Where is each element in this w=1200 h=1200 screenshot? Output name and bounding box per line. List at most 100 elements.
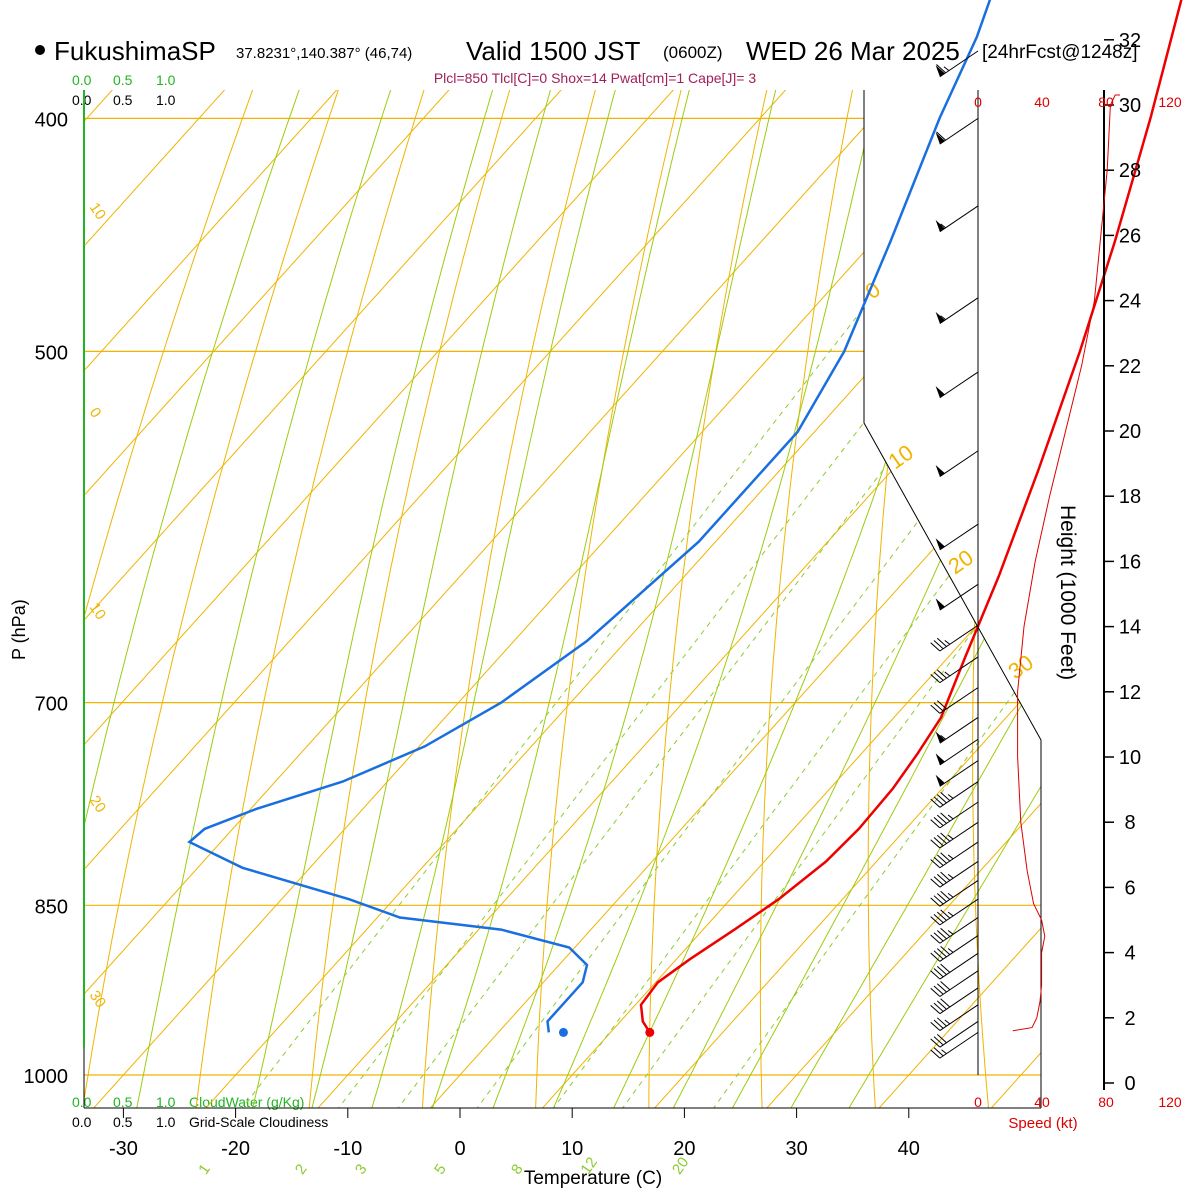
wind-barb-full	[936, 893, 947, 903]
height-tick-label: 28	[1119, 160, 1141, 182]
dry-adiabat-line	[416, 90, 745, 1108]
wind-barb	[930, 687, 979, 714]
wind-barb	[930, 801, 979, 829]
pressure-tick-label: 1000	[24, 1066, 69, 1088]
wind-barb	[935, 523, 979, 551]
dry-adiabat-label: 30	[86, 988, 109, 1011]
wind-barb-full	[930, 897, 941, 907]
isotherm-line	[789, 90, 1041, 1108]
dry-adiabat-line	[533, 90, 820, 1108]
wind-barb-full	[940, 909, 951, 919]
dry-adiabat-label: 10	[86, 200, 109, 223]
wind-barb	[935, 205, 979, 233]
height-tick-label: 26	[1119, 225, 1141, 247]
wind-barb-staff	[939, 738, 979, 766]
wind-barb-full	[933, 932, 944, 942]
wind-barb-full	[930, 859, 941, 869]
cloudwater-tick: 0.0	[72, 1094, 92, 1110]
wind-barb-full	[933, 950, 944, 960]
wind-barb-staff	[939, 861, 979, 888]
wind-barb-full	[930, 839, 941, 849]
height-tick-label: 30	[1119, 95, 1141, 117]
wind-barb-flag	[935, 386, 945, 398]
dry-adiabat-line	[300, 90, 670, 1108]
isotherm-line	[84, 90, 1041, 1108]
mixing-ratio-line	[347, 118, 1041, 1108]
y-axis-label: P (hPa)	[9, 599, 29, 660]
wind-barb	[935, 738, 979, 766]
wind-barb-flag	[935, 598, 945, 611]
height-axis-label: Height (1000 Feet)	[1056, 505, 1079, 680]
isotherm-line	[452, 90, 1041, 1108]
speed-tick-label-bottom: 120	[1158, 1094, 1182, 1110]
wind-barb-full	[940, 945, 951, 955]
wind-barb-full	[930, 916, 941, 926]
wind-barb	[930, 781, 979, 808]
isotherm-line	[116, 90, 1041, 1108]
isotherm-line	[84, 90, 436, 1108]
dry-adiabat-line	[972, 90, 1041, 1108]
wind-barb-flag	[935, 132, 945, 145]
wind-barb	[930, 861, 979, 888]
cloudwater-tick: 1.0	[156, 1094, 176, 1110]
wind-barb-full	[936, 1017, 947, 1027]
wind-barb-full	[930, 1049, 941, 1059]
cloudiness-tick: 0.5	[113, 1114, 133, 1130]
temperature-tick-label: 40	[898, 1138, 920, 1160]
mixing-ratio-label: 1	[195, 1161, 214, 1178]
moist-adiabat-line	[396, 90, 830, 1108]
wind-barb	[935, 583, 979, 611]
wind-barb-full	[933, 895, 944, 905]
wind-barb-full	[936, 965, 947, 975]
wind-barb	[930, 841, 979, 869]
height-tick-label: 22	[1119, 356, 1141, 378]
height-tick-label: 24	[1119, 291, 1141, 313]
wind-barb	[935, 297, 979, 324]
dry-adiabat-line	[759, 90, 970, 1108]
wind-barb-staff	[939, 583, 979, 611]
wind-barb-full	[933, 1047, 944, 1057]
isotherm-line	[228, 90, 1041, 1108]
dry-adiabat-line	[648, 90, 895, 1108]
moist-adiabat-line	[84, 90, 487, 1108]
wind-barb-half	[944, 1019, 951, 1025]
wind-barb-full	[936, 700, 947, 710]
wind-barb-staff	[939, 523, 979, 551]
wind-barb	[935, 371, 979, 399]
height-tick-label: 0	[1124, 1073, 1135, 1095]
wind-barb-full	[930, 673, 941, 683]
wind-barb-full	[930, 987, 941, 997]
wind-barb-full	[930, 878, 941, 888]
isotherm-line	[84, 90, 324, 1108]
wind-barb-full	[936, 131, 947, 141]
wind-barb-half	[947, 930, 954, 935]
wind-barb-half	[947, 794, 954, 799]
wind-barb	[930, 935, 979, 962]
isotherm-line	[84, 90, 1041, 1108]
dry-adiabat-line	[1172, 0, 1200, 1200]
wind-barb-full	[933, 1002, 944, 1012]
pressure-tick-label: 850	[35, 896, 68, 918]
speed-tick-label-top: 120	[1158, 94, 1182, 110]
wind-barb-full	[936, 669, 947, 679]
wind-barb-flag	[935, 538, 945, 550]
moist-adiabat-line	[116, 90, 567, 1108]
isotherm-line	[84, 90, 997, 1108]
wind-barb-flag	[935, 311, 945, 324]
wind-barb-full	[930, 1005, 941, 1015]
wind-barb-staff	[939, 760, 979, 787]
wind-barb-full	[940, 852, 951, 862]
station-coords: 37.8231°,140.387° (46,74)	[236, 45, 412, 62]
wind-barb-full	[933, 876, 944, 886]
temperature-tick-label: -20	[221, 1138, 250, 1160]
moist-adiabat-label: 10	[884, 440, 918, 475]
dry-adiabat-line	[84, 90, 519, 1108]
pressure-tick-label: 400	[35, 109, 68, 131]
wind-barb-full	[936, 911, 947, 921]
wind-barb-full	[933, 914, 944, 924]
wind-barb-half	[943, 66, 950, 71]
wind-barb-full	[936, 948, 947, 958]
